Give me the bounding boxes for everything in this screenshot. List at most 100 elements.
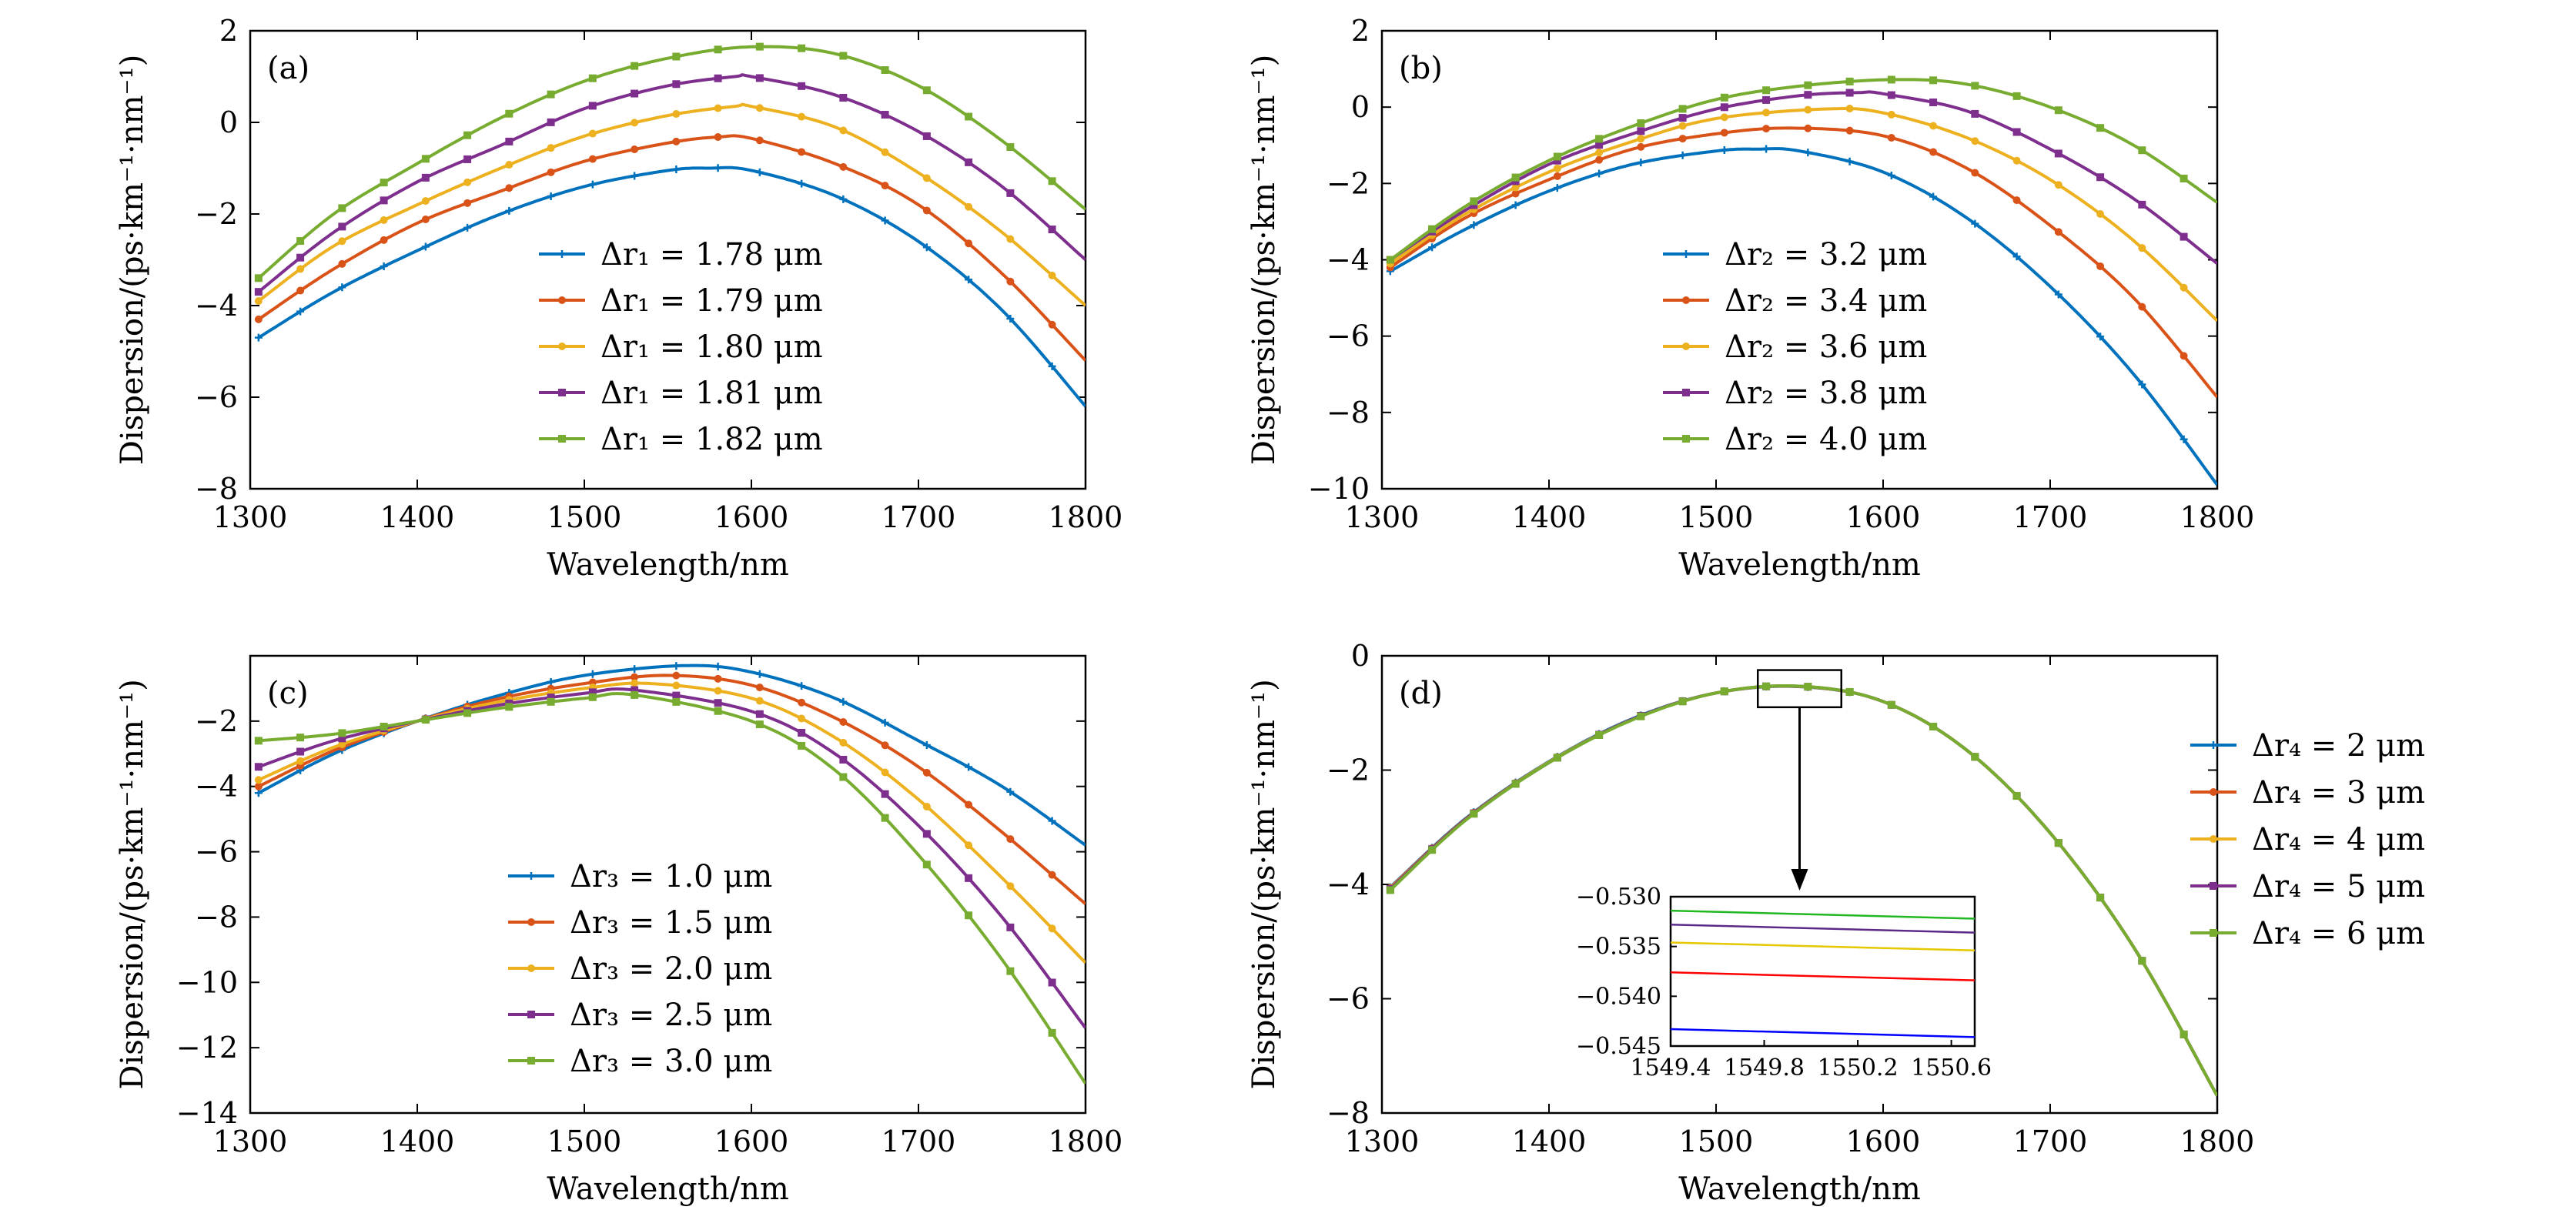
- series-marker: [755, 720, 764, 729]
- series-marker: [463, 155, 472, 163]
- series-marker: [839, 718, 848, 727]
- series-marker: [631, 119, 639, 127]
- series-marker: [839, 697, 848, 706]
- series-marker: [1678, 114, 1687, 122]
- legend-entry: Δr₂ = 3.2 μm: [1725, 237, 1927, 272]
- series-marker: [881, 814, 889, 822]
- series-marker: [839, 738, 848, 747]
- legend-entry: Δr₄ = 3 μm: [2252, 775, 2425, 811]
- chart-panel-c: 1300 1400 1500 1600 1700 1800 −14 −12 −10 −8 −6 −4 −…: [115, 654, 1122, 1207]
- legend: Δr₂ = 3.2 μm Δr₂ = 3.4 μm Δr₂ = 3.6 μm Δr₂ …: [1663, 237, 1927, 457]
- series-marker: [1637, 142, 1645, 151]
- series-marker: [798, 714, 806, 723]
- series-marker: [881, 216, 889, 225]
- x-tick-label: 1500: [547, 500, 622, 534]
- series-marker: [296, 265, 305, 273]
- y-axis-label: Dispersion/(ps·km⁻¹·nm⁻¹): [115, 55, 150, 465]
- series-marker: [2054, 181, 2062, 189]
- series-marker: [254, 763, 263, 771]
- y-tick-label: 0: [1351, 639, 1370, 673]
- series-marker: [1804, 683, 1812, 691]
- series-marker: [2180, 352, 2188, 360]
- inset-frame: [1669, 895, 1976, 1048]
- series-marker: [755, 104, 764, 112]
- series-line-2: [1386, 124, 2217, 399]
- x-axis-label: Wavelength/nm: [547, 547, 789, 583]
- series-marker: [296, 253, 305, 262]
- series-marker: [1048, 362, 1056, 370]
- series-marker: [798, 179, 806, 188]
- zoom-arrow-head: [1791, 869, 1808, 891]
- legend-entry: Δr₃ = 3.0 μm: [570, 1044, 772, 1079]
- series-marker: [965, 158, 973, 166]
- series-marker: [1006, 967, 1015, 975]
- series-marker: [547, 90, 555, 99]
- series-marker: [338, 729, 346, 737]
- series-marker: [1929, 148, 1938, 156]
- series-marker: [1845, 687, 1854, 696]
- series-marker: [672, 80, 681, 89]
- series-marker: [1006, 235, 1015, 243]
- series-marker: [965, 841, 973, 850]
- series-marker: [1006, 835, 1015, 844]
- x-tick-label: 1400: [380, 500, 455, 534]
- series-marker: [2096, 333, 2105, 341]
- series-marker: [672, 691, 681, 700]
- series-marker: [1511, 189, 1520, 198]
- series-marker: [1006, 882, 1015, 891]
- series-marker: [672, 697, 681, 706]
- series-marker: [755, 670, 764, 678]
- series-marker: [1929, 722, 1938, 730]
- series-marker: [714, 674, 722, 683]
- legend-entry: Δr₃ = 2.0 μm: [570, 951, 772, 987]
- series-marker: [755, 710, 764, 718]
- series-marker: [1971, 109, 1979, 118]
- series-marker: [922, 86, 931, 95]
- series-marker: [547, 118, 555, 126]
- series-marker: [798, 82, 806, 90]
- y-tick-label: −2: [195, 704, 238, 738]
- series-marker: [1048, 871, 1056, 879]
- legend-entry: Δr₄ = 4 μm: [2252, 822, 2425, 857]
- series-marker: [421, 155, 430, 163]
- series-marker: [755, 42, 764, 51]
- series-marker: [380, 236, 388, 244]
- panel-label: (b): [1399, 51, 1443, 86]
- inset-x-tick-label: 1550.2: [1818, 1055, 1899, 1081]
- series-marker: [1720, 103, 1728, 112]
- series-marker: [2096, 262, 2105, 270]
- series-marker: [1762, 109, 1771, 117]
- series-marker: [254, 288, 263, 296]
- series-marker: [2012, 792, 2021, 801]
- series-marker: [1929, 192, 1938, 201]
- series-marker: [714, 687, 722, 695]
- series-marker: [672, 671, 681, 680]
- series-marker: [2138, 302, 2146, 311]
- series-marker: [1511, 780, 1520, 788]
- series-line-5: [254, 690, 1086, 1085]
- series-marker: [2054, 149, 2062, 158]
- legend-marker: [1682, 296, 1690, 304]
- y-tick-label: −2: [1326, 166, 1370, 200]
- series-marker: [2096, 124, 2105, 132]
- series-marker: [1048, 1028, 1056, 1037]
- series-marker: [881, 111, 889, 119]
- legend-marker: [558, 296, 566, 304]
- series-marker: [755, 168, 764, 176]
- legend-entry: Δr₂ = 4.0 μm: [1725, 422, 1927, 457]
- series-marker: [798, 698, 806, 707]
- series-marker: [1048, 226, 1056, 234]
- series-marker: [1845, 157, 1854, 165]
- legend-entry: Δr₃ = 1.0 μm: [570, 859, 772, 894]
- x-tick-label: 1300: [1345, 1125, 1420, 1158]
- series-marker: [714, 707, 722, 715]
- series-line-2: [254, 133, 1086, 362]
- series-marker: [839, 755, 848, 764]
- series-marker: [2180, 1030, 2188, 1038]
- series-marker: [1595, 169, 1604, 178]
- series-marker: [588, 129, 597, 138]
- series-marker: [798, 112, 806, 121]
- inset-series-line-1: [1670, 909, 1975, 920]
- series-marker: [1553, 152, 1561, 161]
- series-marker: [421, 242, 430, 251]
